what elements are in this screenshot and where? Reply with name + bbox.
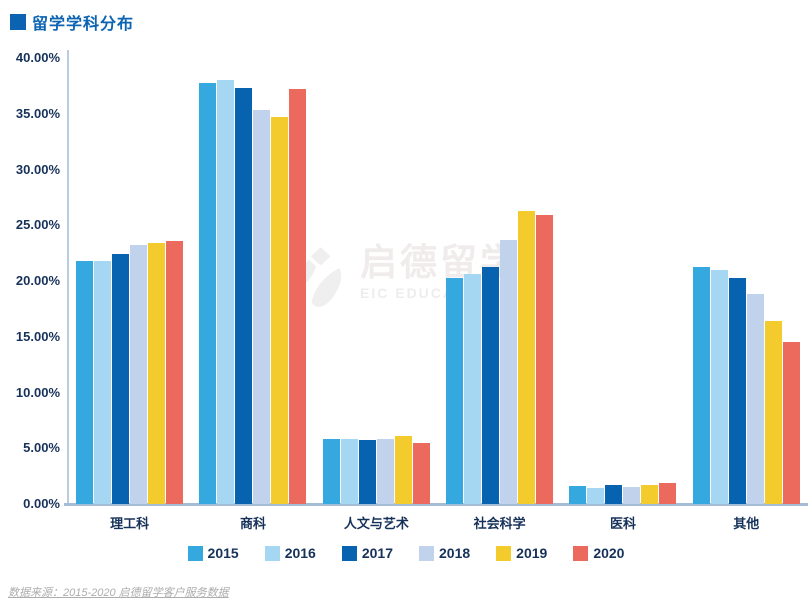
bar-group-5 bbox=[685, 58, 808, 504]
bar-2015-2 bbox=[322, 439, 340, 504]
bar-2016-5 bbox=[710, 270, 728, 504]
legend-swatch-2019 bbox=[496, 545, 512, 561]
title-bullet-square bbox=[10, 14, 26, 30]
source-note: 数据来源：2015-2020 启德留学客户服务数据 bbox=[8, 587, 229, 599]
bar-2015-3 bbox=[446, 278, 464, 504]
x-axis-label-1: 商科 bbox=[239, 516, 266, 531]
bar-2015-1 bbox=[199, 83, 217, 504]
y-axis-label-10: 10.00% bbox=[15, 384, 60, 400]
bar-group-0 bbox=[68, 58, 191, 504]
bar-2018-0 bbox=[130, 245, 148, 504]
legend-swatch-2017 bbox=[341, 545, 357, 561]
bar-2015-0 bbox=[76, 261, 94, 504]
bar-2016-0 bbox=[94, 261, 112, 504]
bar-2017-2 bbox=[358, 440, 376, 504]
bar-2018-5 bbox=[746, 294, 764, 504]
legend-swatch-2016 bbox=[264, 545, 280, 561]
x-axis-labels: 理工科 商科 人文与艺术 社会科学 医科 其他 bbox=[68, 513, 808, 532]
bar-group-1 bbox=[191, 58, 314, 504]
bar-2017-0 bbox=[112, 254, 130, 504]
bar-2018-2 bbox=[376, 439, 394, 504]
chart-title-row: 留学学科分布 bbox=[10, 10, 134, 34]
bar-2020-3 bbox=[536, 215, 554, 504]
bar-2019-5 bbox=[764, 321, 782, 504]
bar-2015-4 bbox=[569, 486, 587, 504]
y-axis-label-5: 5.00% bbox=[23, 440, 60, 456]
bar-2018-3 bbox=[500, 240, 518, 504]
bar-2016-1 bbox=[217, 80, 235, 504]
bar-2020-1 bbox=[289, 89, 307, 504]
x-axis-label-5: 其他 bbox=[733, 516, 760, 531]
legend-label-2017: 2017 bbox=[361, 545, 393, 561]
legend-label-2015: 2015 bbox=[207, 545, 239, 561]
bar-2017-3 bbox=[482, 267, 500, 504]
y-axis-label-30: 30.00% bbox=[15, 161, 60, 177]
y-axis-label-20: 20.00% bbox=[15, 273, 60, 288]
legend-label-2019: 2019 bbox=[516, 545, 548, 561]
x-axis-line bbox=[64, 503, 808, 506]
legend-swatch-2018 bbox=[419, 545, 434, 561]
bar-2020-2 bbox=[412, 443, 430, 504]
legend-label-2020: 2020 bbox=[593, 545, 625, 561]
legend-item-2017: 2017 bbox=[341, 545, 393, 561]
legend-item-2020: 2020 bbox=[573, 545, 624, 561]
bar-2019-0 bbox=[148, 243, 166, 504]
bar-2016-3 bbox=[464, 274, 482, 504]
y-axis-line bbox=[67, 50, 69, 506]
bar-2017-4 bbox=[605, 485, 623, 504]
bar-2016-2 bbox=[340, 439, 358, 504]
page-title: 留学学科分布 bbox=[32, 16, 135, 33]
y-axis-label-25: 25.00% bbox=[15, 217, 60, 233]
y-axis-label-40: 40.00% bbox=[15, 50, 60, 65]
x-axis-label-4: 医科 bbox=[609, 516, 636, 531]
legend-label-2016: 2016 bbox=[284, 545, 316, 561]
bar-2018-1 bbox=[253, 110, 271, 504]
x-axis-label-2: 人文与艺术 bbox=[343, 516, 409, 531]
y-axis-label-0: 0.00% bbox=[23, 496, 60, 511]
bar-2015-5 bbox=[692, 267, 710, 504]
legend-swatch-2015 bbox=[187, 545, 203, 561]
bar-2016-4 bbox=[587, 488, 605, 504]
bar-group-3 bbox=[438, 58, 561, 504]
y-axis-label-35: 35.00% bbox=[15, 105, 60, 121]
x-axis-label-3: 社会科学 bbox=[473, 516, 526, 531]
bar-2019-1 bbox=[271, 117, 289, 504]
bar-2019-3 bbox=[518, 211, 536, 504]
bar-2020-0 bbox=[166, 241, 184, 504]
bar-2019-4 bbox=[641, 485, 659, 504]
bar-2019-2 bbox=[394, 436, 412, 504]
x-axis-label-0: 理工科 bbox=[110, 516, 150, 531]
legend-swatch-2020 bbox=[573, 545, 589, 561]
y-axis-label-15: 15.00% bbox=[15, 328, 60, 344]
legend-item-2018: 2018 bbox=[419, 545, 470, 561]
bar-2020-4 bbox=[659, 483, 677, 504]
bar-group-2 bbox=[315, 58, 438, 504]
legend-label-2018: 2018 bbox=[439, 545, 471, 561]
bar-2020-5 bbox=[782, 342, 800, 504]
bar-2017-5 bbox=[728, 278, 746, 504]
bar-group-4 bbox=[561, 58, 684, 504]
chart-legend: 2015 2016 2017 2018 2019 2020 bbox=[0, 545, 812, 561]
legend-item-2019: 2019 bbox=[496, 545, 547, 561]
bar-plot-area bbox=[68, 58, 808, 504]
bar-2018-4 bbox=[623, 487, 641, 504]
legend-item-2015: 2015 bbox=[187, 545, 239, 561]
bar-2017-1 bbox=[235, 88, 253, 504]
legend-item-2016: 2016 bbox=[264, 545, 316, 561]
